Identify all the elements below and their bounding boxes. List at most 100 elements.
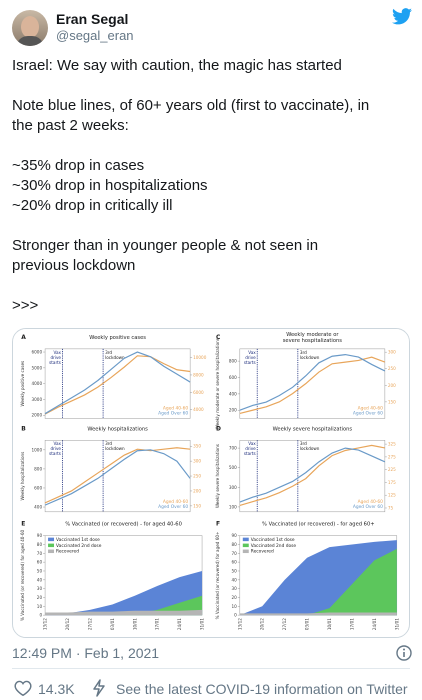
annotation: lockdown — [300, 446, 320, 451]
y-tick-label: 80 — [232, 542, 238, 547]
series-line — [44, 355, 191, 415]
tweet-text: Israel: We say with caution, the magic h… — [12, 56, 412, 336]
info-icon[interactable] — [396, 645, 412, 661]
y-tick-label: 2000 — [32, 413, 43, 418]
panel-letter: A — [21, 334, 26, 341]
y2-tick-label: 75 — [388, 505, 394, 510]
series-line — [239, 444, 385, 506]
text-line: Note blue lines, of 60+ years old (first… — [12, 97, 370, 114]
panel-title: Weekly hospitalizations — [87, 426, 148, 432]
y-tick-label: 40 — [232, 577, 238, 582]
covid-icon[interactable] — [92, 679, 106, 697]
legend-entry: Aged Over 60 — [158, 504, 188, 510]
y-tick-label: 100 — [229, 504, 237, 509]
panel-letter: E — [21, 521, 25, 528]
y-tick-label: 60 — [37, 560, 43, 565]
series-line — [44, 351, 191, 415]
panel-title: severe hospitalizations — [283, 338, 343, 344]
y-axis-label: % Vaccinated (or recovered) for aged 40-… — [20, 529, 25, 621]
avatar[interactable] — [12, 10, 48, 46]
x-tick-label: 13/12 — [43, 618, 48, 630]
panel-title: Weekly positive cases — [89, 335, 146, 341]
y-tick-label: 50 — [232, 568, 238, 573]
x-tick-label: 24/01 — [177, 618, 182, 630]
y2-tick-label: 10000 — [193, 355, 207, 360]
author-handle[interactable]: @segal_eran — [56, 28, 134, 43]
panel-title: % Vaccinated (or recovered) - for aged 6… — [262, 522, 375, 528]
legend-entry: Aged Over 60 — [353, 410, 383, 416]
y2-tick-label: 6000 — [193, 390, 204, 395]
x-tick-label: 13/12 — [237, 618, 242, 630]
panel-title: % Vaccinated (or recovered) - for aged 4… — [65, 522, 182, 528]
annotation: 3rd — [105, 441, 112, 446]
y-tick-label: 500 — [229, 465, 237, 470]
legend-swatch — [48, 537, 55, 542]
panel-title: Weekly moderate or — [286, 332, 339, 338]
y2-tick-label: 8000 — [193, 372, 204, 377]
divider — [12, 668, 410, 669]
legend-entry: Aged Over 60 — [158, 410, 188, 416]
twitter-logo[interactable] — [392, 8, 412, 25]
y-tick-label: 600 — [229, 375, 237, 380]
y-tick-label: 20 — [37, 595, 43, 600]
y-axis-label: Weekly hospitalizations — [20, 452, 25, 501]
legend-entry: Vaccinated 1st dose — [56, 537, 100, 543]
y-tick-label: 700 — [229, 446, 237, 451]
like-count[interactable]: 14.3K — [38, 681, 75, 697]
y2-tick-label: 200 — [193, 488, 201, 493]
y-tick-label: 600 — [34, 485, 42, 490]
y2-tick-label: 325 — [388, 442, 396, 447]
y-tick-label: 70 — [232, 551, 238, 556]
y-tick-label: 3000 — [32, 397, 43, 402]
y-tick-label: 90 — [37, 533, 43, 538]
paragraph: >>> — [12, 296, 412, 316]
y-tick-label: 300 — [229, 485, 237, 490]
y-tick-label: 6000 — [32, 350, 43, 355]
series-area — [45, 570, 203, 616]
y-tick-label: 50 — [37, 568, 43, 573]
y-tick-label: 10 — [37, 604, 43, 609]
like-icon[interactable] — [14, 680, 32, 696]
annotation: lockdown — [105, 355, 125, 360]
annotation: Vax — [53, 350, 61, 355]
annotation: 3rd — [300, 350, 307, 355]
paragraph: Israel: We say with caution, the magic h… — [12, 56, 412, 76]
x-tick-label: 03/01 — [110, 618, 115, 630]
y-tick-label: 800 — [229, 359, 237, 364]
legend-swatch — [48, 549, 55, 554]
y2-tick-label: 250 — [388, 366, 396, 371]
series-area — [45, 595, 203, 616]
tweet-image[interactable]: A Weekly positive cases Weekly positive ca… — [12, 328, 410, 638]
y2-tick-label: 250 — [193, 474, 201, 479]
x-tick-label: 20/12 — [260, 618, 265, 630]
series-area — [239, 548, 397, 616]
text-line: previous lockdown — [12, 257, 136, 274]
annotation: starts — [244, 360, 256, 365]
legend-entry: Vaccinated 1st dose — [251, 537, 295, 543]
legend-entry: Aged 40-60 — [163, 405, 188, 411]
text-line: Stronger than in younger people & not se… — [12, 237, 319, 254]
y-tick-label: 400 — [34, 505, 42, 510]
annotation: lockdown — [300, 355, 320, 360]
annotation: Vax — [53, 441, 61, 446]
annotation: Vax — [248, 441, 256, 446]
y-tick-label: 4000 — [32, 381, 43, 386]
y-tick-label: 40 — [37, 577, 43, 582]
y-tick-label: 30 — [37, 586, 43, 591]
covid-link[interactable]: See the latest COVID-19 information on T… — [116, 681, 408, 697]
y2-tick-label: 4000 — [193, 407, 204, 412]
avatar-face — [21, 16, 39, 38]
y-tick-label: 800 — [34, 466, 42, 471]
y-tick-label: 400 — [229, 391, 237, 396]
legend-swatch — [48, 543, 55, 548]
y-tick-label: 0 — [39, 613, 42, 618]
legend-entry: Aged 40-60 — [358, 499, 383, 505]
y-tick-label: 200 — [229, 408, 237, 413]
figure: A Weekly positive cases Weekly positive ca… — [13, 329, 409, 637]
y2-tick-label: 125 — [388, 493, 396, 498]
paragraph: Note blue lines, of 60+ years old (first… — [12, 96, 412, 136]
author-name[interactable]: Eran Segal — [56, 11, 129, 27]
series-line — [239, 356, 386, 415]
x-tick-label: 24/01 — [372, 618, 377, 630]
timestamp[interactable]: 12:49 PM · Feb 1, 2021 — [12, 645, 160, 661]
